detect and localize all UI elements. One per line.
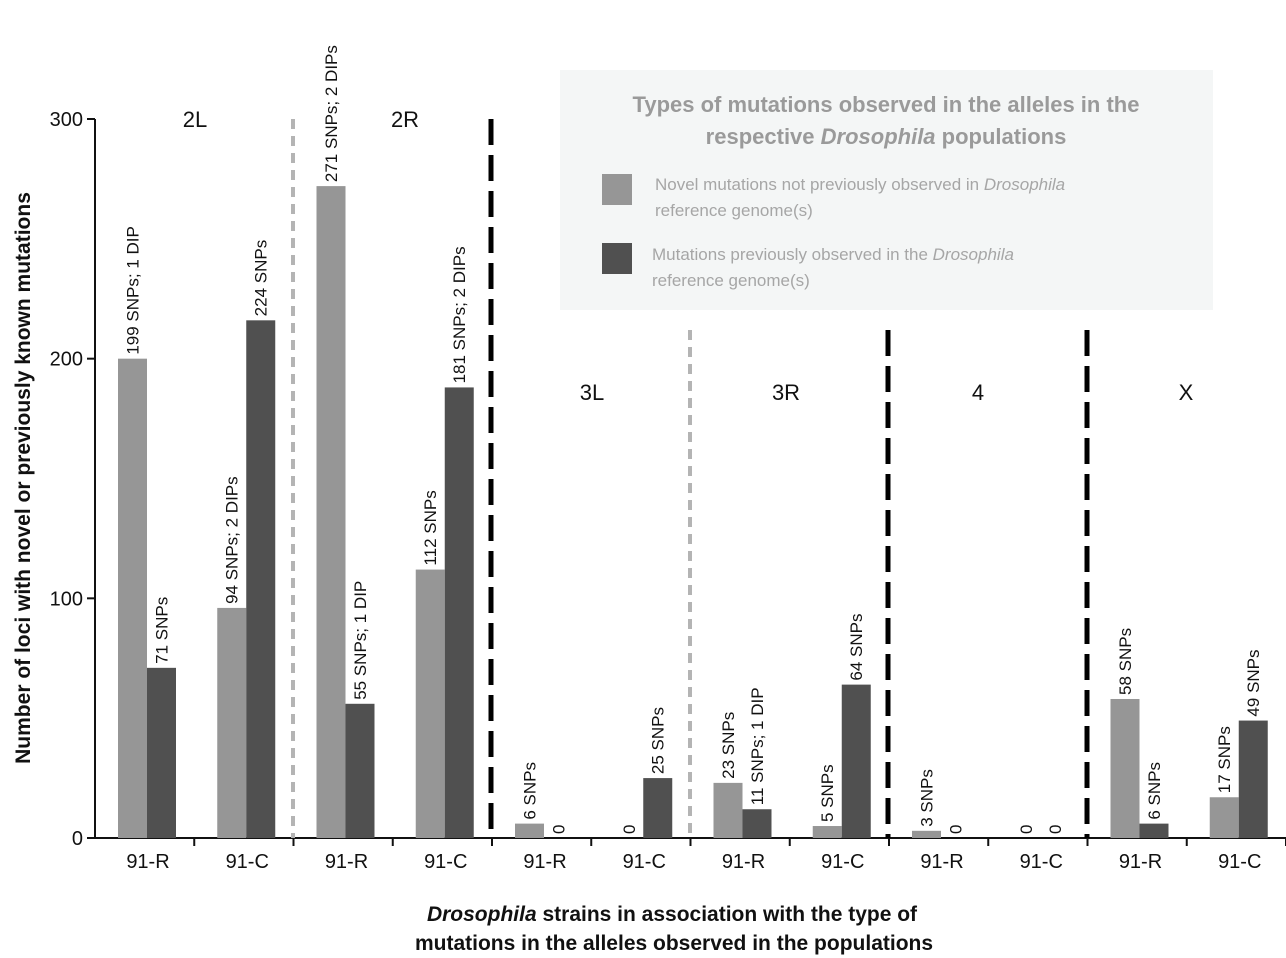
bar-label-known: 49 SNPs	[1244, 649, 1263, 716]
y-tick-label: 300	[50, 109, 83, 131]
x-tick-label: 91-C	[1218, 851, 1261, 873]
x-axis-title-line1: Drosophila strains in association with t…	[427, 903, 918, 926]
bar-label-novel: 0	[620, 825, 639, 834]
bar-label-novel: 5 SNPs	[818, 764, 837, 822]
bar-novel	[217, 607, 247, 838]
legend-box	[560, 70, 1213, 310]
bar-label-known: 64 SNPs	[847, 614, 866, 681]
bar-novel	[1209, 797, 1239, 838]
bar-novel	[415, 569, 445, 838]
x-tick-label: 91-R	[126, 851, 169, 873]
bar-label-known: 0	[1046, 825, 1065, 834]
bar-novel	[316, 186, 346, 838]
bar-label-known: 6 SNPs	[1145, 762, 1164, 820]
legend-label-line1: Mutations previously observed in the Dro…	[652, 245, 1014, 264]
bar-label-novel: 23 SNPs	[719, 712, 738, 779]
y-tick-label: 0	[72, 828, 83, 850]
chromosome-label-3r: 3R	[772, 380, 800, 405]
bar-label-known: 224 SNPs	[252, 240, 271, 317]
bar-label-novel: 112 SNPs	[421, 490, 440, 565]
x-tick-label: 91-C	[821, 851, 864, 873]
chromosome-label-x: X	[1179, 380, 1194, 405]
chromosome-label-2l: 2L	[183, 107, 207, 132]
bar-known	[246, 320, 276, 838]
plot-area: Types of mutations observed in the allel…	[12, 45, 1286, 955]
x-tick-label: 91-R	[722, 851, 765, 873]
bar-label-known: 0	[947, 825, 966, 834]
bar-novel	[713, 782, 743, 838]
bar-novel	[812, 826, 842, 838]
bar-novel	[1110, 698, 1140, 838]
chromosome-label-3l: 3L	[580, 380, 604, 405]
legend-label-line2: reference genome(s)	[652, 271, 810, 290]
legend-title-line1: Types of mutations observed in the allel…	[633, 92, 1140, 117]
bar-label-novel: 271 SNPs; 2 DIPs	[322, 45, 341, 182]
bar-known	[147, 667, 176, 838]
legend-label-line2: reference genome(s)	[655, 201, 813, 220]
bar-label-known: 11 SNPs; 1 DIP	[748, 687, 767, 805]
chromosome-label-2r: 2R	[391, 107, 419, 132]
x-tick-label: 91-R	[325, 851, 368, 873]
bar-known	[1139, 823, 1169, 838]
bar-label-novel: 17 SNPs	[1215, 726, 1234, 793]
y-tick-label: 100	[50, 588, 83, 610]
y-tick-label: 200	[50, 349, 83, 371]
x-tick-label: 91-R	[920, 851, 963, 873]
legend-swatch-known	[602, 243, 632, 274]
bar-known	[742, 809, 772, 838]
legend-title-line2: respective Drosophila populations	[706, 124, 1067, 149]
bar-label-known: 71 SNPs	[153, 597, 172, 664]
bar-known	[841, 684, 871, 838]
bar-novel	[912, 830, 941, 838]
y-axis-title: Number of loci with novel or previously …	[12, 192, 35, 764]
x-tick-label: 91-C	[424, 851, 467, 873]
chromosome-label-4: 4	[972, 380, 984, 405]
bar-known	[643, 778, 673, 838]
bar-label-novel: 6 SNPs	[521, 762, 540, 820]
x-axis-title-line2: mutations in the alleles observed in the…	[415, 932, 933, 955]
bar-label-novel: 94 SNPs; 2 DIPs	[223, 476, 242, 604]
bar-label-known: 55 SNPs; 1 DIP	[351, 581, 370, 700]
x-tick-label: 91-R	[523, 851, 566, 873]
bar-label-known: 0	[550, 825, 569, 834]
bar-known	[444, 387, 474, 838]
bar-label-novel: 199 SNPs; 1 DIP	[124, 226, 143, 355]
bar-label-known: 181 SNPs; 2 DIPs	[450, 246, 469, 383]
bar-known	[1238, 720, 1268, 838]
x-tick-label: 91-C	[1020, 851, 1063, 873]
bar-label-novel: 3 SNPs	[918, 769, 937, 827]
x-tick-label: 91-C	[226, 851, 269, 873]
legend-label-line1: Novel mutations not previously observed …	[655, 175, 1065, 194]
bar-novel	[118, 358, 147, 838]
x-tick-label: 91-C	[623, 851, 666, 873]
bar-label-novel: 58 SNPs	[1116, 628, 1135, 695]
bar-known	[345, 703, 375, 838]
bar-novel	[515, 823, 544, 838]
bar-label-novel: 0	[1017, 825, 1036, 834]
legend-swatch-novel	[602, 174, 632, 205]
x-tick-label: 91-R	[1119, 851, 1162, 873]
bar-label-known: 25 SNPs	[649, 707, 668, 774]
